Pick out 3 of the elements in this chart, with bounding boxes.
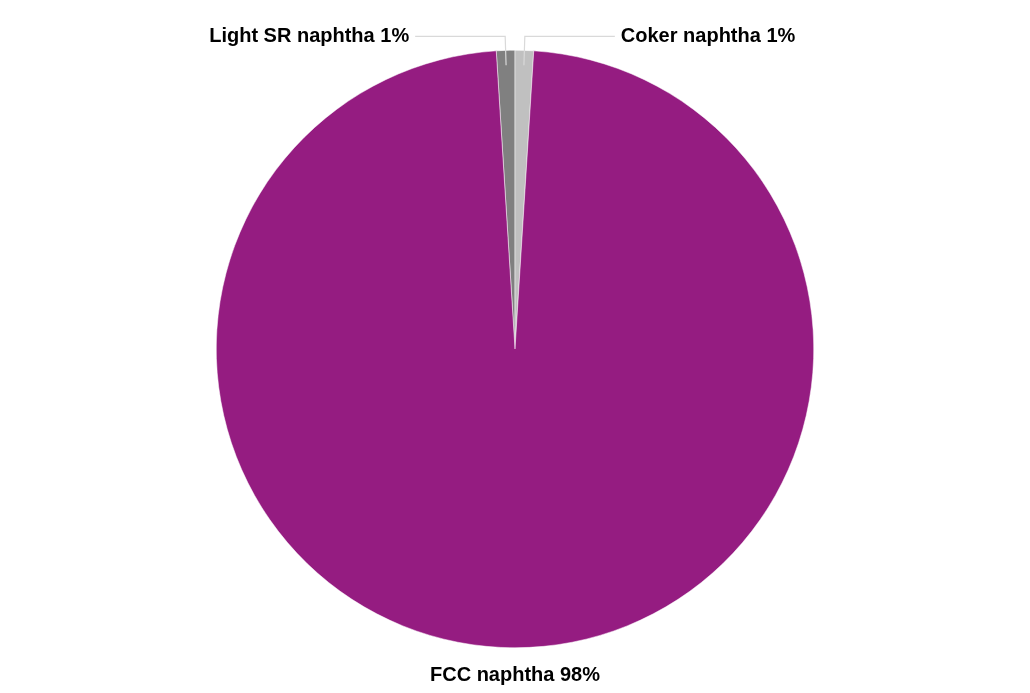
slice-label: Light SR naphtha 1% — [209, 23, 410, 46]
slice-label: Coker naphtha 1% — [620, 23, 796, 46]
slice-label: FCC naphtha 98% — [429, 663, 601, 686]
